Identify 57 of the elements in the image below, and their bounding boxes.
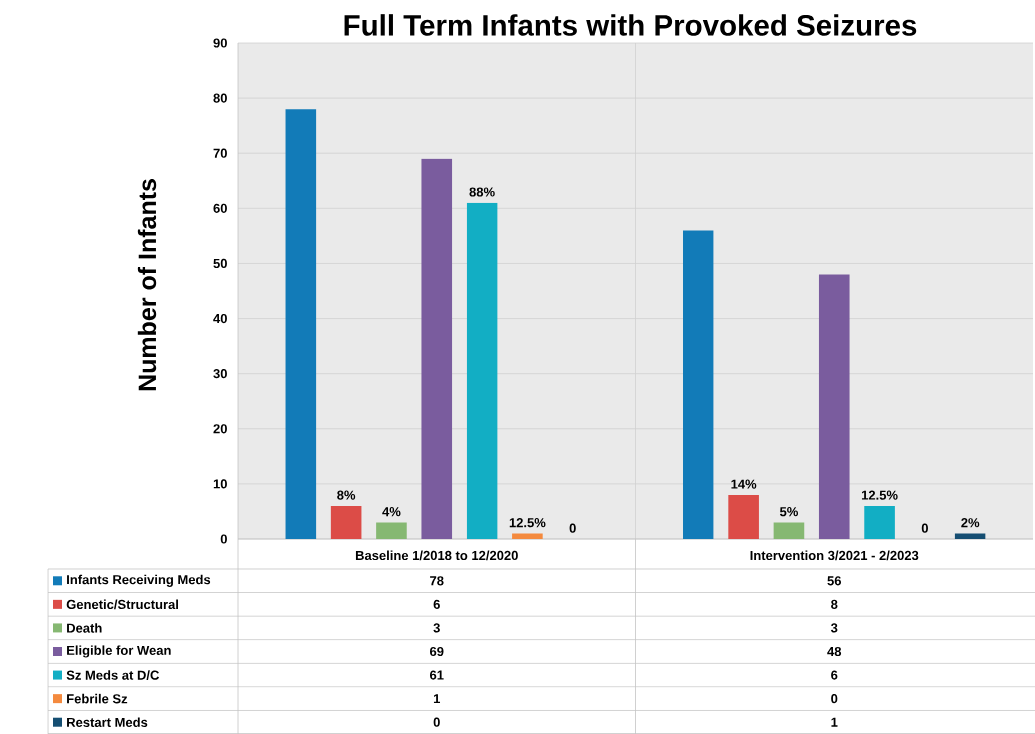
data-label: 8 [831,599,838,609]
data-label: 61 [430,670,444,680]
y-tick-label: 60 [213,203,227,213]
data-label: 78 [430,576,444,586]
y-tick-label: 10 [213,479,227,489]
bar [330,505,362,539]
annotation: 0 [569,523,576,533]
chart-title: Full Term Infants with Provoked Seizures [344,14,917,36]
bar [818,274,850,539]
data-label: 6 [433,599,440,609]
bar [773,522,805,539]
legend-label: Sz Meds at D/C [66,670,160,680]
bar [421,158,453,539]
x-tick-label: Baseline 1/2018 to 12/2020 [355,550,518,561]
bar [728,494,759,539]
data-label: 48 [827,646,842,657]
y-tick-label: 30 [213,369,227,379]
x-tick-label: Intervention 3/2021 - 2/2023 [750,550,919,561]
data-label: 3 [830,623,838,633]
annotation: 14% [731,479,757,489]
bar [864,505,895,539]
bar [512,533,543,539]
legend-label: Restart Meds [67,717,148,727]
y-tick-label: 70 [213,148,227,158]
annotation: 12.5% [509,518,546,528]
legend-label: Infants Receiving Meds [67,574,211,587]
data-label: 1 [831,717,838,727]
legend-label: Eligible for Wean [67,645,171,658]
y-tick-label: 20 [213,424,227,434]
annotation: 0 [921,523,928,533]
legend-label: Genetic/Structural [66,599,178,610]
data-label: 6 [831,670,838,680]
bar [683,230,714,539]
annotation: 5% [779,507,798,517]
legend-label: Death [67,623,102,633]
data-label: 0 [433,717,440,727]
data-label: 3 [433,623,440,633]
legend-label: Febrile Sz [67,693,128,704]
annotation: 88% [469,187,495,197]
y-tick-label: 90 [213,38,227,48]
y-tick-label: 80 [213,93,227,103]
annotation: 4% [382,507,401,517]
data-label: 1 [433,694,441,704]
y-tick-label: 0 [220,534,227,544]
bar [285,109,317,539]
bar [954,533,986,539]
annotation: 12.5% [861,490,898,500]
bar [466,202,498,539]
data-label: 69 [430,646,444,657]
y-tick-label: 50 [213,258,227,269]
y-tick-label: 40 [213,313,227,324]
bar [376,522,407,539]
data-label: 0 [831,694,838,704]
annotation: 8% [337,490,356,500]
annotation: 2% [961,518,980,528]
data-label: 56 [827,576,842,586]
y-axis-title: Number of Infants [137,179,157,391]
